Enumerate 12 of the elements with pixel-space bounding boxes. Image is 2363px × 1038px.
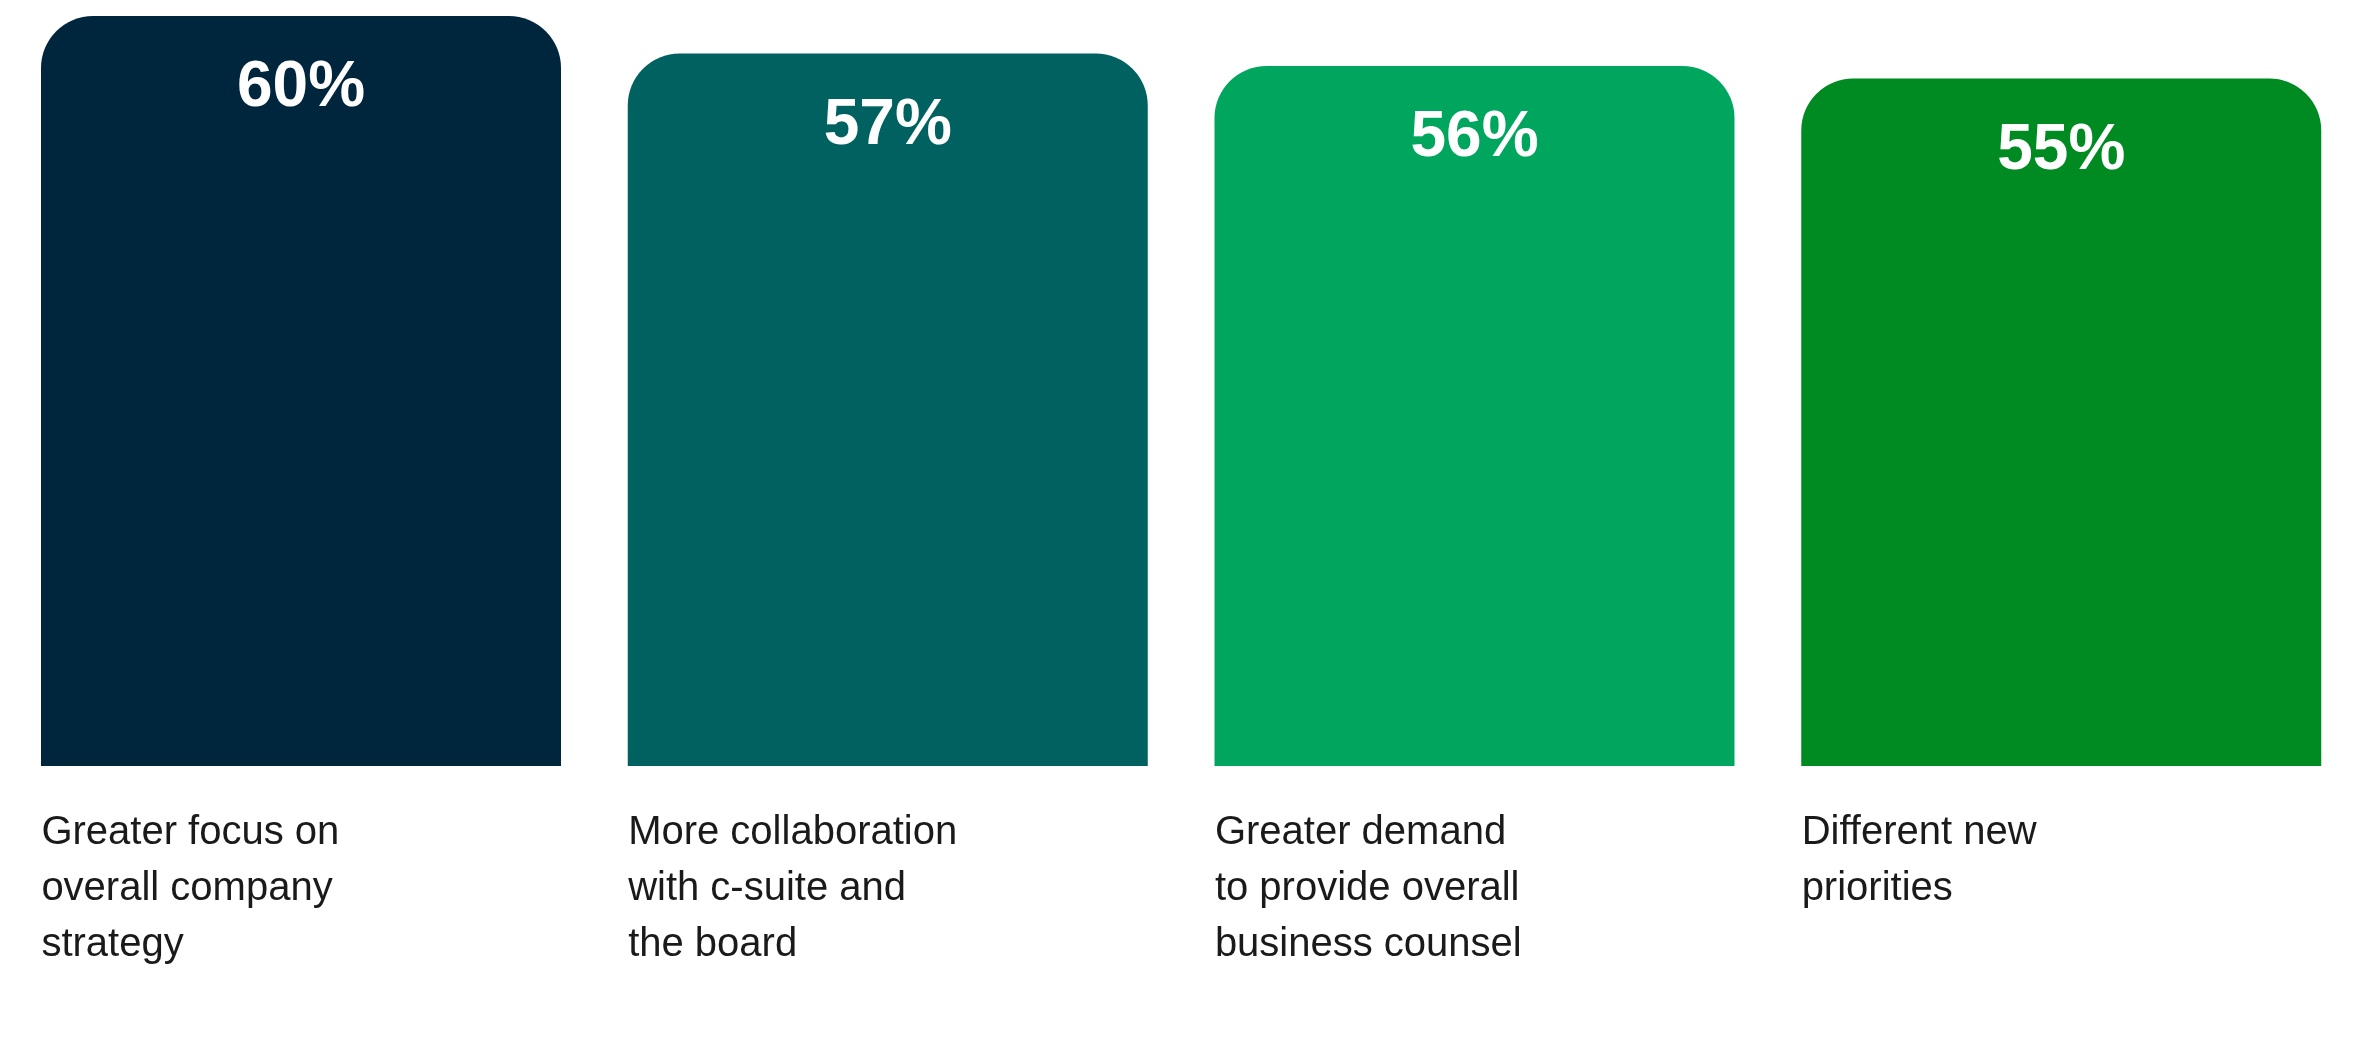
data-label: 55% xyxy=(1997,110,2126,183)
x-tick-label: Greater demand to provide overall business counsel xyxy=(1214,808,1522,964)
bar xyxy=(627,53,1148,766)
x-tick-label: Greater focus on overall company strategy xyxy=(41,808,340,964)
data-label: 56% xyxy=(1410,98,1539,170)
bar xyxy=(41,16,561,766)
x-tick-label: More collaboration with c-suite and the board xyxy=(627,808,958,964)
data-label: 57% xyxy=(823,85,952,158)
data-label: 60% xyxy=(236,48,366,120)
x-tick-label: Different new priorities xyxy=(1801,808,2037,908)
bar xyxy=(1214,66,1735,766)
bar xyxy=(1801,78,2322,766)
